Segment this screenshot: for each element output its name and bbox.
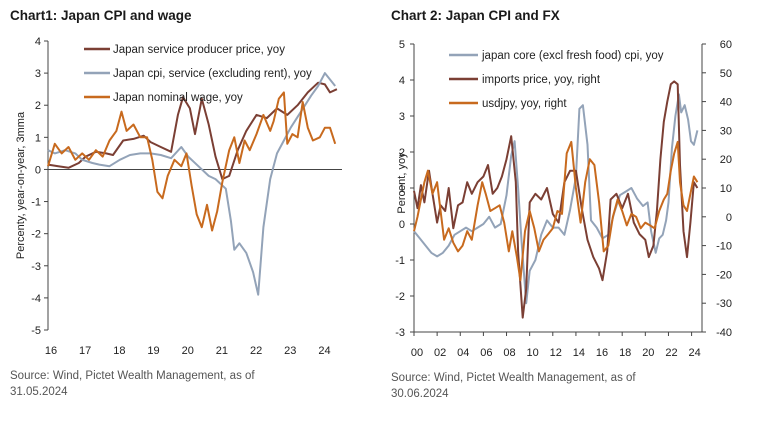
chart2-legend-label: usdjpy, yoy, right	[482, 98, 567, 110]
chart1-x-tick-label: 18	[113, 345, 125, 357]
chart2-source: Source: Wind, Pictet Wealth Management, …	[391, 370, 636, 402]
chart2-y-tick-label: 3	[399, 111, 405, 123]
chart2-series-line	[413, 93, 699, 305]
chart2-y2-tick-label: 0	[726, 212, 732, 224]
chart1-legend-label: Japan cpi, service (excluding rent), yoy	[113, 68, 312, 80]
chart1-source: Source: Wind, Pictet Wealth Management, …	[10, 368, 255, 400]
chart2-x-tick-label: 16	[596, 347, 608, 359]
chart1-y-tick-label: -1	[31, 197, 41, 209]
chart1-source-date: 31.05.2024	[10, 386, 68, 398]
chart1-y-tick-label: 2	[35, 100, 41, 112]
chart2-source-date: 30.06.2024	[391, 388, 449, 400]
chart2-y2-tick-label: -10	[716, 241, 732, 253]
chart2-legend-label: japan core (excl fresh food) cpi, yoy	[481, 50, 664, 62]
chart2-y2-tick-label: -30	[716, 298, 732, 310]
chart1-y-tick-label: 1	[35, 132, 41, 144]
chart1-y-tick-label: 0	[35, 164, 41, 176]
chart1-source-text: Source: Wind, Pictet Wealth Management, …	[10, 370, 255, 382]
chart1-x-tick-label: 23	[284, 345, 296, 357]
chart1-series-line	[47, 81, 338, 181]
chart2-x-tick-label: 20	[642, 347, 654, 359]
chart2-y-axis-label: Percent, yoy	[396, 152, 408, 214]
chart1-title: Chart1: Japan CPI and wage	[10, 8, 192, 23]
chart2-series-line	[413, 80, 699, 319]
chart1-y-tick-label: -2	[31, 229, 41, 241]
chart1-x-tick-label: 21	[216, 345, 228, 357]
chart1-y-tick-label: -5	[31, 325, 41, 337]
chart1-x-tick-label: 24	[318, 345, 330, 357]
chart2-x-tick-label: 02	[434, 347, 446, 359]
chart1-x-tick-label: 17	[79, 345, 91, 357]
chart2-y2-tick-label: 20	[720, 154, 732, 166]
chart2-x-tick-label: 12	[550, 347, 562, 359]
chart2-y2-tick-label: -20	[716, 269, 732, 281]
chart2-x-tick-label: 00	[411, 347, 423, 359]
chart2-x-tick-label: 18	[619, 347, 631, 359]
chart1-series-line	[47, 72, 336, 296]
chart1-series-line	[47, 91, 337, 232]
chart2-y-tick-label: 5	[399, 39, 405, 51]
chart2-x-tick-label: 14	[573, 347, 585, 359]
chart1-y-tick-label: -3	[31, 261, 41, 273]
chart2-series-line	[413, 140, 699, 282]
chart2-x-tick-label: 10	[527, 347, 539, 359]
chart1-x-tick-label: 22	[250, 345, 262, 357]
chart1-y-tick-label: -4	[31, 293, 41, 305]
chart2-x-tick-label: 06	[480, 347, 492, 359]
chart2-y-tick-label: -1	[395, 255, 405, 267]
chart1-y-tick-label: 3	[35, 68, 41, 80]
chart1-y-axis-label: Percenty, year-on-year, 3mma	[15, 111, 27, 259]
chart1-x-tick-label: 19	[147, 345, 159, 357]
chart1-legend-label: Japan service producer price, yoy	[113, 44, 285, 56]
chart2-y2-tick-label: 30	[720, 125, 732, 137]
chart2-y2-tick-label: 40	[720, 97, 732, 109]
chart2-source-text: Source: Wind, Pictet Wealth Management, …	[391, 372, 636, 384]
chart2-title: Chart 2: Japan CPI and FX	[391, 8, 560, 23]
chart2-y2-tick-label: 10	[720, 183, 732, 195]
chart2-y-tick-label: 4	[399, 75, 405, 87]
chart2-y-tick-label: 1	[399, 183, 405, 195]
chart1-x-tick-label: 20	[182, 345, 194, 357]
chart2-x-tick-label: 08	[503, 347, 515, 359]
chart1-x-tick-label: 16	[45, 345, 57, 357]
chart2-x-tick-label: 22	[665, 347, 677, 359]
chart2-legend-label: imports price, yoy, right	[482, 74, 601, 86]
chart2-y-tick-label: -2	[395, 291, 405, 303]
chart2-y2-tick-label: 50	[720, 68, 732, 80]
chart2-y-tick-label: 2	[399, 147, 405, 159]
chart2-x-tick-label: 04	[457, 347, 469, 359]
chart2-x-tick-label: 24	[688, 347, 700, 359]
chart2-y2-tick-label: 60	[720, 39, 732, 51]
chart2-y-tick-label: 0	[399, 219, 405, 231]
chart1-y-tick-label: 4	[35, 36, 41, 48]
chart2-y2-tick-label: -40	[716, 327, 732, 339]
chart1-legend-label: Japan nominal wage, yoy	[113, 92, 243, 104]
chart2-y-tick-label: -3	[395, 327, 405, 339]
